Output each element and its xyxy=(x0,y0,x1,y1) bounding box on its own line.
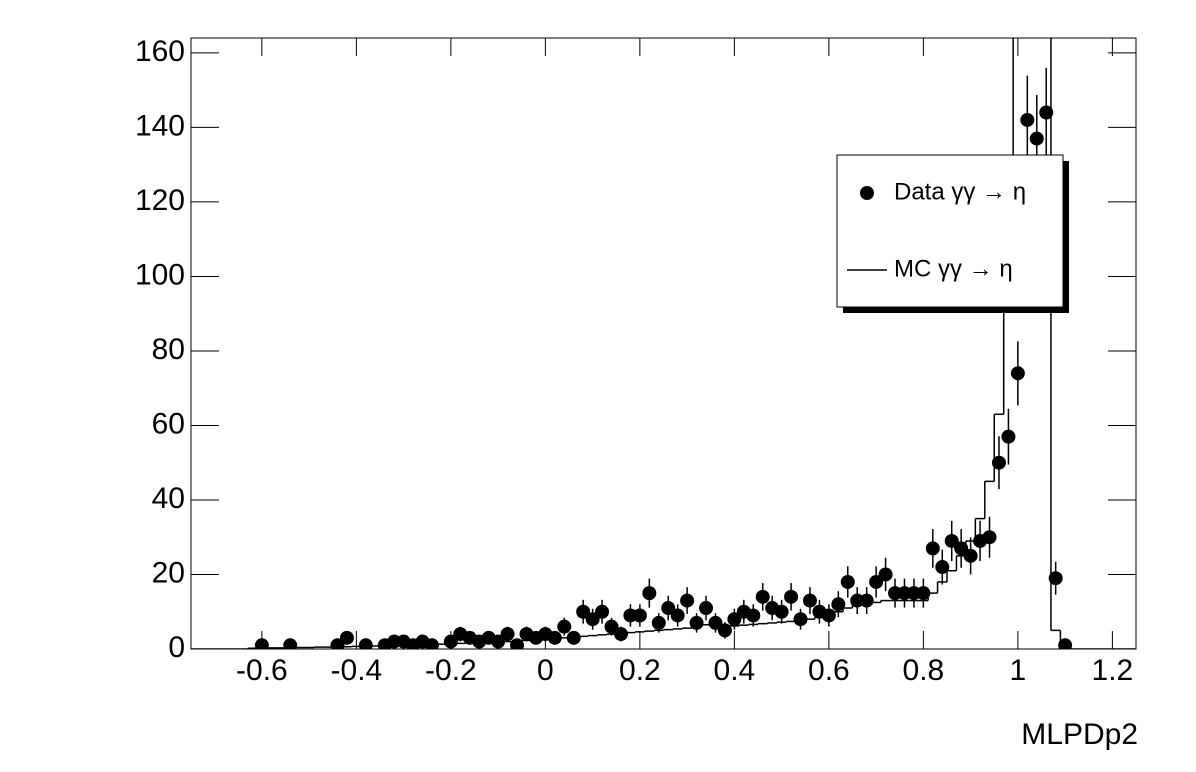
data-point xyxy=(840,574,855,589)
data-point xyxy=(670,608,685,623)
x-tick-label: -0.6 xyxy=(236,654,288,687)
plot-frame xyxy=(190,37,1137,650)
data-point xyxy=(755,589,770,604)
x-tick-label: 1.2 xyxy=(1092,654,1134,687)
data-point xyxy=(339,630,354,645)
data-point xyxy=(283,638,298,649)
data-point xyxy=(557,619,572,634)
data-point xyxy=(878,567,893,582)
data-point xyxy=(1039,105,1054,120)
y-tick-label: 80 xyxy=(152,333,185,366)
data-point xyxy=(585,612,600,627)
y-tick-label: 100 xyxy=(135,258,185,291)
y-tick-label: 120 xyxy=(135,184,185,217)
x-tick-label: 0.4 xyxy=(714,654,756,687)
data-point xyxy=(680,593,695,608)
data-point xyxy=(632,608,647,623)
y-tick-label: 160 xyxy=(135,35,185,68)
data-point xyxy=(1020,112,1035,127)
data-point xyxy=(699,601,714,616)
x-tick-label: -0.4 xyxy=(331,654,383,687)
data-point xyxy=(774,604,789,619)
data-point xyxy=(869,574,884,589)
x-axis-label: MLPDp2 xyxy=(1021,718,1138,751)
data-point xyxy=(642,586,657,601)
data-point xyxy=(424,638,439,649)
data-point xyxy=(944,533,959,548)
data-point xyxy=(982,530,997,545)
data-point xyxy=(802,593,817,608)
data-point xyxy=(916,586,931,601)
data-point xyxy=(935,560,950,575)
data-point xyxy=(500,627,515,642)
legend-entry: MC γγ → η xyxy=(894,255,1013,282)
y-tick-label: 60 xyxy=(152,407,185,440)
data-point xyxy=(991,455,1006,470)
data-point xyxy=(746,608,761,623)
y-tick-label: 40 xyxy=(152,482,185,515)
legend-box xyxy=(836,154,1064,308)
y-tick-label: 20 xyxy=(152,556,185,589)
y-tick-label: 0 xyxy=(168,631,185,664)
data-point xyxy=(595,604,610,619)
x-tick-label: 0.2 xyxy=(619,654,661,687)
data-point xyxy=(651,615,666,630)
x-tick-label: 0.6 xyxy=(808,654,850,687)
data-point xyxy=(1029,131,1044,146)
data-point xyxy=(1048,571,1063,586)
data-point xyxy=(831,597,846,612)
data-point xyxy=(661,601,676,616)
data-point xyxy=(793,612,808,627)
legend-entry: Data γγ → η xyxy=(894,178,1026,205)
x-tick-label: 0 xyxy=(537,654,554,687)
data-point xyxy=(1001,429,1016,444)
data-point xyxy=(963,548,978,563)
data-point xyxy=(784,589,799,604)
x-tick-label: -0.2 xyxy=(425,654,477,687)
data-point xyxy=(925,541,940,556)
x-tick-label: 0.8 xyxy=(903,654,945,687)
data-point xyxy=(604,619,619,634)
data-point xyxy=(727,612,742,627)
legend-marker xyxy=(860,186,874,200)
data-point xyxy=(576,604,591,619)
x-tick-label: 1 xyxy=(1010,654,1027,687)
y-tick-label: 140 xyxy=(135,109,185,142)
data-point xyxy=(859,593,874,608)
data-point xyxy=(1010,366,1025,381)
plot-area xyxy=(191,38,1136,649)
data-point xyxy=(1058,638,1073,649)
data-point xyxy=(954,541,969,556)
